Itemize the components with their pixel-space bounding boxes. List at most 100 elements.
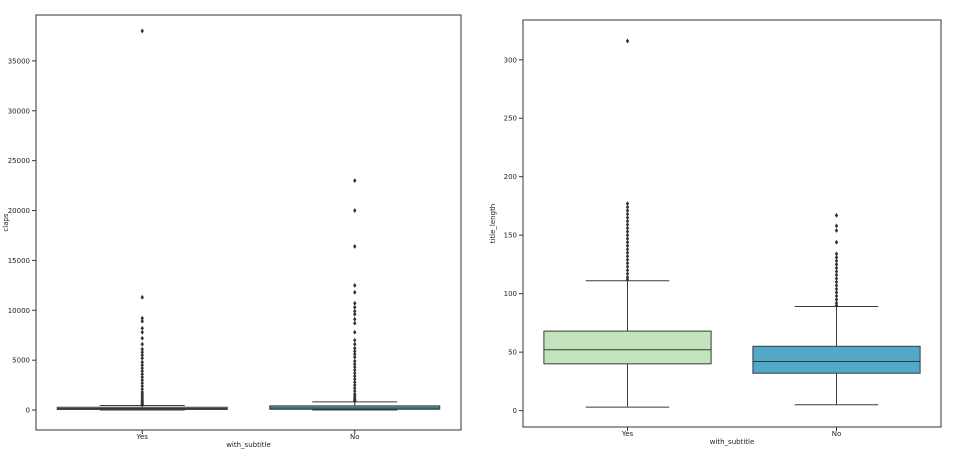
outlier-point [353,373,357,379]
outlier-point [625,222,630,228]
outlier-point [625,38,630,44]
outlier-point [834,272,839,278]
outlier-point [625,208,630,214]
x-tick-label: Yes [136,433,149,441]
y-tick-label: 25000 [8,157,30,165]
outlier-point [353,361,357,367]
outlier-point [353,345,357,351]
plot-frame [522,19,942,428]
outlier-point [353,320,357,326]
outlier-point [353,351,357,357]
x-axis-label: with_subtitle [226,441,271,449]
y-tick-label: 0 [513,407,517,415]
outlier-point [834,212,839,218]
outlier-point [140,377,144,383]
outlier-point [140,28,144,34]
outlier-point [140,341,144,347]
outlier-point [140,315,144,321]
outlier-point [353,341,357,347]
y-tick-label: 250 [504,115,517,123]
outlier-point [625,201,630,207]
outlier-point [625,204,630,210]
outlier-point [625,257,630,263]
y-axis-label: title_length [489,204,497,244]
outlier-point [625,277,630,283]
outlier-point [353,367,357,373]
chart-title-length: 0 50 100 150 200 250 300 Yes No with_subtitle titl… [489,19,942,446]
y-tick-label: 30000 [8,107,30,115]
outlier-point [140,355,144,361]
outlier-point [140,329,144,335]
x-tick-label: No [350,433,360,441]
y-tick-label: 10000 [8,307,30,315]
outlier-point [353,370,357,376]
outlier-point [625,260,630,266]
outlier-point [140,294,144,300]
outlier-point [140,359,144,365]
plot-frame [35,14,462,431]
outlier-point [353,282,357,288]
outlier-point [140,368,144,374]
outlier-point [140,374,144,380]
outlier-point [353,385,357,391]
outlier-point [140,380,144,386]
outlier-point [353,329,357,335]
outlier-point [834,286,839,292]
outlier-point [353,300,357,306]
y-tick-label: 200 [504,173,517,181]
outlier-point [834,228,839,233]
outlier-point [834,279,839,285]
x-tick-label: No [832,430,842,438]
y-axis-label: claps [2,213,10,232]
outlier-point [625,239,630,245]
outlier-point [625,250,630,256]
outlier-point [353,398,357,404]
outlier-point [140,346,144,352]
outlier-point [625,232,630,238]
outlier-point [834,265,839,271]
y-tick-label: 150 [504,232,517,240]
outlier-point [625,215,630,221]
outlier-point [834,297,839,302]
outlier-point [625,246,630,252]
outlier-point [353,289,357,295]
y-tick-label: 35000 [8,57,30,65]
outlier-point [140,371,144,377]
outlier-point [140,362,144,368]
y-tick-label: 300 [504,56,517,64]
x-axis-label: with_subtitle [710,438,755,446]
outlier-point [353,304,357,310]
y-tick-label: 15000 [8,257,30,265]
y-tick-label: 50 [508,349,517,357]
outlier-point [353,376,357,382]
outlier-point [353,311,357,317]
outlier-point [353,244,357,249]
outlier-point [625,264,630,270]
outlier-point [140,402,144,408]
outlier-point [834,262,839,267]
outlier-point [834,269,839,274]
outlier-point [834,239,839,245]
outlier-point [140,318,144,324]
outlier-point [625,229,630,235]
outlier-point [140,365,144,371]
outlier-point [834,276,839,281]
outlier-point [353,348,357,354]
outlier-point [625,271,630,277]
outlier-point [353,208,357,213]
outlier-point [353,354,357,360]
x-tick-label: Yes [621,430,634,438]
outlier-point [625,225,630,231]
outlier-point [353,358,357,364]
outlier-point [353,382,357,388]
box-yes [543,330,712,365]
chart-claps: 0 5000 10000 15000 20000 25000 30000 35000 Yes No… [2,14,462,449]
outlier-point [834,255,839,260]
outlier-point [353,316,357,322]
outlier-point [834,293,839,299]
y-tick-label: 5000 [12,357,30,365]
outlier-point [353,388,357,394]
outlier-point [140,349,144,355]
box-no [752,345,921,374]
